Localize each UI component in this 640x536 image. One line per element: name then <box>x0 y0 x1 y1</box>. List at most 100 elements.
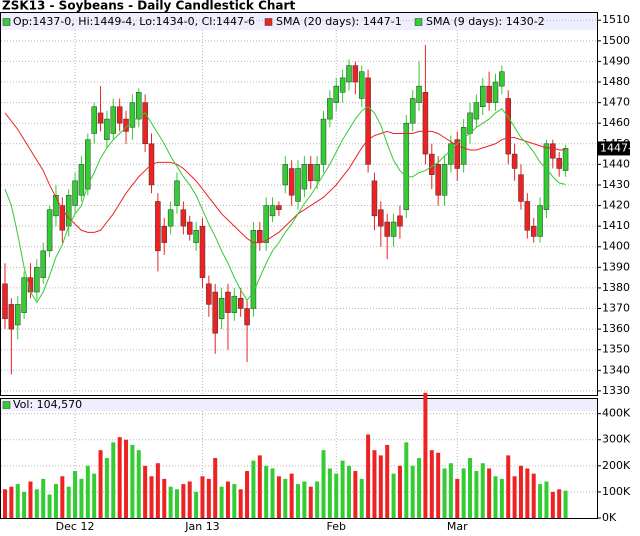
legend-swatch <box>264 18 273 26</box>
volume-bar <box>270 468 275 518</box>
candle-body <box>40 250 46 278</box>
volume-bar <box>66 486 71 518</box>
volume-bar <box>232 484 237 518</box>
y-tick-label: 1330 <box>602 384 630 397</box>
volume-bar <box>493 476 498 518</box>
volume-bar <box>506 455 511 518</box>
candle-body <box>167 209 174 227</box>
volume-bar <box>162 478 167 518</box>
volume-bar <box>251 460 256 518</box>
volume-bar <box>525 468 530 518</box>
y-tick-label: 200K <box>602 459 631 472</box>
candle-body <box>199 225 206 278</box>
candle-body <box>97 112 104 124</box>
volume-bar <box>60 476 65 518</box>
volume-bar <box>417 458 422 518</box>
volume-bar <box>315 481 320 518</box>
candle-body <box>212 291 218 334</box>
volume-bar <box>15 484 20 518</box>
volume-bar <box>85 465 90 518</box>
candle-body <box>46 209 53 252</box>
volume-bar <box>474 471 479 518</box>
volume-bar <box>512 476 517 518</box>
legend-entry: SMA (9 days): 1430-2 <box>426 15 545 28</box>
volume-bar <box>53 484 58 518</box>
candle-body <box>352 65 359 83</box>
candle-body <box>155 201 161 252</box>
x-tick-label: Dec 12 <box>56 520 95 533</box>
candle-body <box>467 112 473 134</box>
candle-body <box>65 195 72 227</box>
x-tick-label: Mar <box>447 520 468 533</box>
candle-body <box>492 81 499 103</box>
volume-bar <box>461 468 466 518</box>
y-tick-label: 100K <box>602 485 631 498</box>
volume-bar <box>104 458 109 518</box>
volume-bar <box>206 478 211 518</box>
y-tick-label: 1470 <box>602 96 630 109</box>
y-tick-label: 1460 <box>602 116 630 129</box>
legend: Op:1437-0, Hi:1449-4, Lo:1434-0, Cl:1447… <box>13 15 545 411</box>
ohlc-legend: Op:1437-0, Hi:1449-4, Lo:1434-0, Cl:1447… <box>13 15 255 28</box>
volume-bar <box>372 450 377 518</box>
volume-bar <box>340 460 345 518</box>
x-tick-label: Jan 13 <box>184 520 219 533</box>
candle-body <box>186 221 193 235</box>
candle-body <box>301 164 308 190</box>
volume-bar <box>538 484 543 518</box>
grid <box>1 19 597 518</box>
volume-bar <box>117 437 122 518</box>
y-tick-label: 300K <box>602 433 631 446</box>
candle-body <box>250 230 257 309</box>
y-tick-label: 1430 <box>602 178 630 191</box>
volume-bar <box>499 478 504 518</box>
y-tick-label: 400K <box>602 407 631 420</box>
volume-bar <box>410 465 415 518</box>
volume-bar <box>143 465 148 518</box>
candle-body <box>562 148 569 171</box>
candle-body <box>276 205 282 210</box>
candle-body <box>104 118 110 140</box>
volume-bar <box>92 473 97 518</box>
y-tick-label: 1410 <box>602 219 630 232</box>
candle-body <box>499 71 505 87</box>
candle-body <box>556 157 562 169</box>
candle-body <box>358 71 365 99</box>
volume-bar <box>289 473 294 518</box>
volume-bar <box>257 455 262 518</box>
volume-bar <box>429 450 434 518</box>
volume-bar <box>346 465 351 518</box>
volume-bar <box>436 452 441 518</box>
y-tick-label: 1440 <box>602 157 630 170</box>
candle-body <box>346 65 352 83</box>
candle-body <box>34 267 40 293</box>
candle-body <box>110 106 117 134</box>
volume-bar <box>47 494 52 518</box>
candle-body <box>511 153 518 169</box>
volume-bar <box>22 491 27 518</box>
volume-bar <box>136 450 141 518</box>
volume-bar <box>41 478 46 518</box>
volume-bar <box>385 444 390 518</box>
volume-bar <box>308 486 313 518</box>
candle-body <box>308 164 314 182</box>
volume-bar <box>391 473 396 518</box>
candle-body <box>244 308 250 326</box>
y-tick-label: 1340 <box>602 363 630 376</box>
legend-entry: SMA (20 days): 1447-1 <box>276 15 402 28</box>
candle-body <box>237 297 244 309</box>
volume-bar <box>276 476 281 518</box>
volume-bar <box>174 489 179 518</box>
volume-bar <box>200 476 205 518</box>
candle-body <box>480 85 486 107</box>
candle-body <box>78 164 85 196</box>
candle-body <box>435 164 441 196</box>
candle-body <box>161 225 167 243</box>
candle-body <box>14 304 21 326</box>
sma-line <box>4 106 566 304</box>
volume-bar <box>149 476 154 518</box>
candle-body <box>378 209 384 227</box>
candle-body <box>269 205 276 217</box>
volume-legend-band <box>1 399 597 411</box>
volume-bar <box>9 486 14 518</box>
